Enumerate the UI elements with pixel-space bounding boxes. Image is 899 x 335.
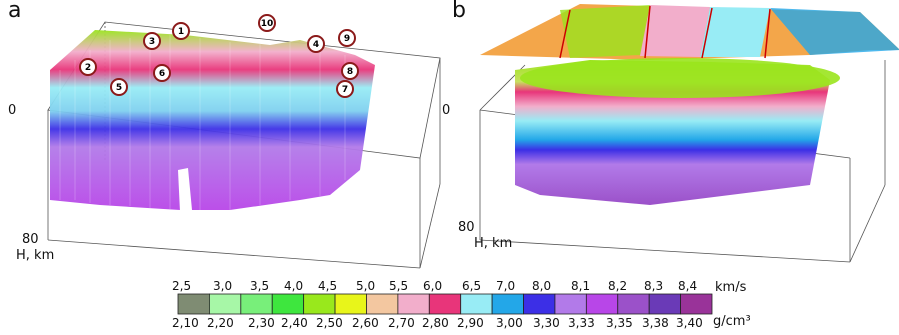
density-label-13: 3,38	[642, 316, 669, 330]
density-label-6: 2,70	[388, 316, 415, 330]
velocity-label-12: 8,2	[608, 279, 627, 293]
legend-swatch-14	[618, 294, 649, 314]
velocity-label-8: 6,5	[462, 279, 481, 293]
velocity-label-10: 8,0	[532, 279, 551, 293]
profile-marker-8: 8	[342, 63, 358, 79]
profile-marker-1: 1	[173, 23, 189, 39]
panel-b-depth-top: 0	[442, 103, 450, 118]
panel-a: a	[0, 0, 450, 270]
legend: 2,5 3,0 3,5 4,0 4,5 5,0 5,5 6,0 6,5 7,0 8,0 8,1 8,2 8…	[0, 270, 899, 335]
velocity-label-9: 7,0	[496, 279, 515, 293]
legend-swatch-6	[366, 294, 397, 314]
profile-marker-3: 3	[144, 33, 160, 49]
density-label-3: 2,40	[281, 316, 308, 330]
panel-b-axis-label: H, km	[474, 236, 512, 251]
legend-swatch-8	[429, 294, 460, 314]
velocity-label-1: 3,0	[213, 279, 232, 293]
velocity-label-5: 5,0	[356, 279, 375, 293]
svg-text:4: 4	[313, 40, 319, 50]
density-label-5: 2,60	[352, 316, 379, 330]
legend-swatch-9	[461, 294, 492, 314]
panel-a-axis-label: H, km	[16, 248, 54, 263]
density-label-0: 2,10	[172, 316, 199, 330]
density-label-8: 2,90	[457, 316, 484, 330]
legend-swatch-7	[398, 294, 429, 314]
velocity-label-0: 2,5	[172, 279, 191, 293]
profile-marker-5: 5	[111, 79, 127, 95]
profile-marker-2: 2	[80, 59, 96, 75]
panel-a-3d-model: 1 2 3 4 5 6 7 8 9 10	[0, 0, 450, 270]
svg-text:6: 6	[159, 69, 165, 79]
profile-marker-7: 7	[337, 81, 353, 97]
svg-text:2: 2	[85, 63, 91, 73]
section-walls	[50, 30, 375, 210]
velocity-label-6: 5,5	[389, 279, 408, 293]
panel-a-depth-top: 0	[8, 103, 16, 118]
svg-text:8: 8	[347, 67, 353, 77]
profile-marker-4: 4	[308, 36, 324, 52]
legend-swatch-16	[681, 294, 712, 314]
velocity-label-13: 8,3	[644, 279, 663, 293]
velocity-label-14: 8,4	[678, 279, 697, 293]
legend-swatch-5	[335, 294, 366, 314]
legend-swatch-15	[649, 294, 680, 314]
velocity-label-7: 6,0	[423, 279, 442, 293]
legend-swatch-4	[304, 294, 335, 314]
panel-a-depth-bottom: 80	[22, 232, 39, 247]
legend-swatch-11	[524, 294, 555, 314]
legend-swatch-3	[272, 294, 303, 314]
svg-text:7: 7	[342, 85, 348, 95]
density-label-11: 3,33	[568, 316, 595, 330]
velocity-label-2: 3,5	[250, 279, 269, 293]
profile-marker-10: 10	[259, 15, 275, 31]
svg-text:3: 3	[149, 37, 155, 47]
density-label-12: 3,35	[606, 316, 633, 330]
density-label-1: 2,20	[207, 316, 234, 330]
density-label-4: 2,50	[316, 316, 343, 330]
profile-marker-6: 6	[154, 65, 170, 81]
velocity-label-3: 4,0	[284, 279, 303, 293]
velocity-label-11: 8,1	[571, 279, 590, 293]
profile-marker-9: 9	[339, 30, 355, 46]
svg-text:5: 5	[116, 83, 122, 93]
velocity-unit: km/s	[715, 280, 746, 295]
svg-text:9: 9	[344, 34, 350, 44]
legend-swatch-0	[178, 294, 209, 314]
density-unit: g/cm³	[713, 314, 751, 329]
legend-swatch-13	[586, 294, 617, 314]
legend-swatch-12	[555, 294, 586, 314]
density-label-14: 3,40	[676, 316, 703, 330]
density-label-7: 2,80	[422, 316, 449, 330]
legend-swatch-2	[241, 294, 272, 314]
svg-text:1: 1	[178, 27, 184, 37]
panel-b-3d-model	[450, 0, 899, 270]
density-label-2: 2,30	[248, 316, 275, 330]
velocity-label-4: 4,5	[318, 279, 337, 293]
svg-text:10: 10	[261, 19, 274, 29]
density-label-9: 3,00	[496, 316, 523, 330]
density-label-10: 3,30	[533, 316, 560, 330]
legend-swatch-10	[492, 294, 523, 314]
panel-b: b	[450, 0, 899, 270]
legend-swatch-1	[209, 294, 240, 314]
panel-b-depth-bottom: 80	[458, 220, 475, 235]
legend-colorbar	[0, 270, 899, 335]
